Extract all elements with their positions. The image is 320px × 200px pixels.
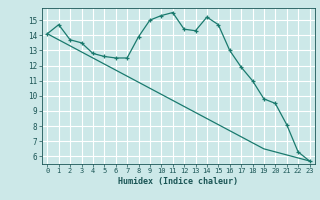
X-axis label: Humidex (Indice chaleur): Humidex (Indice chaleur) [118,177,238,186]
